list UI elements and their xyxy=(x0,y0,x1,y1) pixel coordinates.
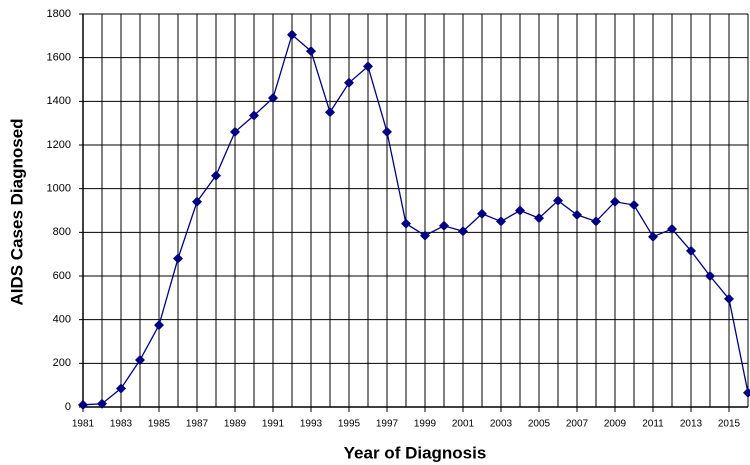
marker xyxy=(458,226,468,237)
y-tick-label: 1600 xyxy=(47,52,71,64)
marker xyxy=(249,110,259,121)
x-tick-label: 1981 xyxy=(72,419,95,430)
y-tick-label: 0 xyxy=(65,401,71,413)
marker xyxy=(192,196,202,207)
marker xyxy=(116,383,126,394)
marker xyxy=(648,231,658,242)
x-tick-label: 1993 xyxy=(300,419,323,430)
marker xyxy=(629,200,639,211)
x-tick-label: 2005 xyxy=(528,419,551,430)
marker xyxy=(306,46,316,57)
x-tick-label: 1983 xyxy=(110,419,133,430)
marker xyxy=(667,224,677,235)
y-tick-label: 800 xyxy=(53,226,71,238)
y-tick-label: 1400 xyxy=(47,95,71,107)
marker xyxy=(477,208,487,219)
marker xyxy=(705,271,715,281)
marker xyxy=(420,230,430,241)
marker xyxy=(743,387,750,398)
y-tick-label: 1200 xyxy=(47,139,71,151)
marker xyxy=(382,126,392,137)
marker xyxy=(401,218,411,229)
marker xyxy=(610,196,620,207)
marker xyxy=(534,213,544,224)
marker xyxy=(325,107,335,118)
x-tick-label: 1987 xyxy=(186,419,209,430)
marker xyxy=(135,355,145,366)
y-tick-label: 1000 xyxy=(47,183,71,195)
marker xyxy=(287,29,297,40)
marker xyxy=(724,293,734,304)
marker xyxy=(154,320,164,331)
y-axis-title: AIDS Cases Diagnosed xyxy=(7,118,26,305)
x-tick-label: 2003 xyxy=(490,419,513,430)
x-tick-label: 1991 xyxy=(262,419,285,430)
marker xyxy=(439,220,449,231)
marker xyxy=(97,398,107,409)
marker xyxy=(268,93,278,104)
marker xyxy=(230,126,240,137)
y-tick-label: 400 xyxy=(53,314,71,326)
marker xyxy=(591,216,601,227)
x-tick-label: 1997 xyxy=(376,419,399,430)
marker xyxy=(211,170,221,181)
x-tick-label: 2013 xyxy=(680,419,703,430)
marker xyxy=(78,399,88,410)
x-tick-label: 1989 xyxy=(224,419,247,430)
marker xyxy=(363,61,373,72)
marker xyxy=(173,253,183,264)
x-tick-label: 2001 xyxy=(452,419,475,430)
x-tick-label: 2009 xyxy=(604,419,627,430)
series-line xyxy=(82,33,749,406)
x-tick-label: 2015 xyxy=(718,419,741,430)
marker xyxy=(344,77,354,88)
y-tick-label: 600 xyxy=(53,270,71,282)
marker xyxy=(553,195,563,206)
marker xyxy=(496,216,506,227)
y-tick-label: 1800 xyxy=(47,8,71,20)
x-tick-label: 2007 xyxy=(566,419,589,430)
x-tick-label: 1999 xyxy=(414,419,437,430)
x-tick-label: 1995 xyxy=(338,419,361,430)
marker xyxy=(686,245,696,256)
x-axis-title: Year of Diagnosis xyxy=(344,443,487,462)
x-tick-label: 2011 xyxy=(642,419,664,430)
y-tick-label: 200 xyxy=(53,357,71,369)
x-tick-label: 1985 xyxy=(148,419,171,430)
marker xyxy=(572,209,582,220)
marker xyxy=(515,205,525,216)
